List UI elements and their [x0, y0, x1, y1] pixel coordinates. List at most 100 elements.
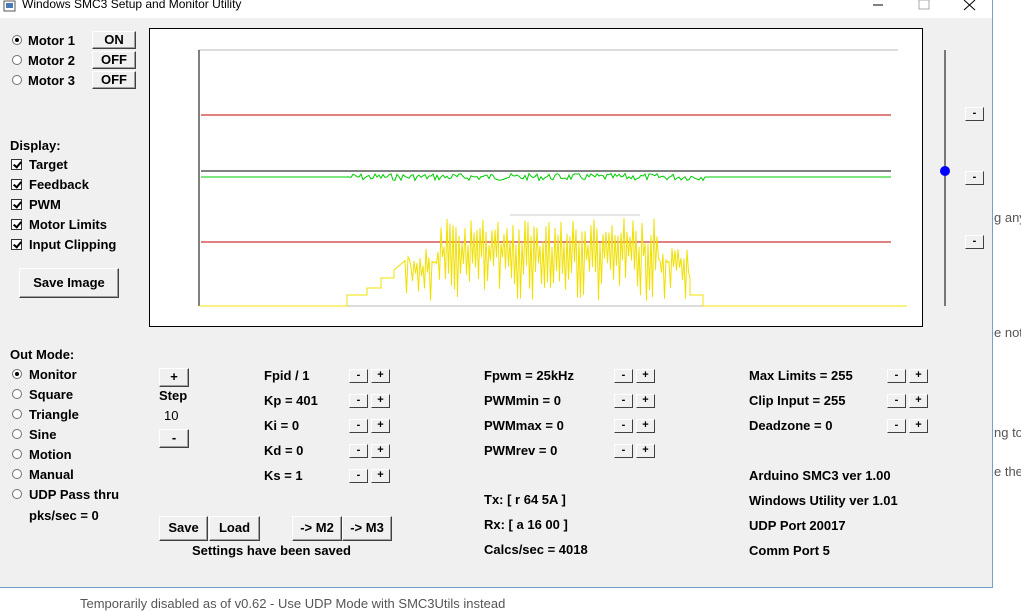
- close-icon[interactable]: [963, 0, 976, 11]
- motor-state-button[interactable]: ON: [92, 31, 136, 49]
- param-label: Fpid / 1: [264, 368, 310, 383]
- out-mode-radio[interactable]: [12, 489, 22, 499]
- info-text: Comm Port 5: [749, 543, 830, 558]
- param-adjust-button[interactable]: +: [909, 394, 928, 408]
- slider-button[interactable]: -: [965, 235, 984, 249]
- out-mode-heading: Out Mode:: [10, 347, 75, 362]
- param-adjust-button[interactable]: +: [636, 394, 655, 408]
- param-adjust-button[interactable]: +: [371, 469, 390, 483]
- background-text: e the: [994, 464, 1021, 479]
- display-label: Input Clipping: [29, 237, 117, 252]
- param-adjust-button[interactable]: -: [614, 369, 633, 383]
- out-mode-radio[interactable]: [12, 369, 22, 379]
- pwm-trace: [199, 217, 907, 307]
- status-text: Tx: [ r 64 5A ]: [484, 492, 566, 507]
- step-value: 10: [164, 408, 179, 423]
- display-checkbox[interactable]: [11, 219, 22, 230]
- param-adjust-button[interactable]: -: [349, 444, 368, 458]
- info-text: Arduino SMC3 ver 1.00: [749, 468, 891, 483]
- action-button[interactable]: Load: [209, 516, 260, 541]
- out-mode-label: Triangle: [29, 407, 79, 422]
- status-message: Settings have been saved: [192, 543, 351, 558]
- save-image-button[interactable]: Save Image: [19, 268, 119, 298]
- param-label: Deadzone = 0: [749, 418, 833, 433]
- action-button[interactable]: -> M2: [292, 516, 342, 541]
- motor-label: Motor 2: [28, 53, 75, 68]
- status-text: Calcs/sec = 4018: [484, 542, 588, 557]
- status-text: Rx: [ a 16 00 ]: [484, 517, 568, 532]
- param-label: Ks = 1: [264, 468, 303, 483]
- slider-thumb[interactable]: [940, 166, 950, 176]
- out-mode-label: Motion: [29, 447, 72, 462]
- param-adjust-button[interactable]: +: [909, 369, 928, 383]
- motor-state-button[interactable]: OFF: [92, 71, 136, 89]
- param-label: Ki = 0: [264, 418, 300, 433]
- param-adjust-button[interactable]: -: [887, 419, 906, 433]
- param-label: PWMrev = 0: [484, 443, 558, 458]
- display-label: Motor Limits: [29, 217, 107, 232]
- out-mode-radio[interactable]: [12, 469, 22, 479]
- slider-button[interactable]: -: [965, 107, 984, 121]
- out-mode-label: Sine: [29, 427, 57, 442]
- background-text: ng to: [994, 425, 1021, 440]
- out-mode-label: Monitor: [29, 367, 77, 382]
- param-label: Fpwm = 25kHz: [484, 368, 574, 383]
- param-adjust-button[interactable]: +: [371, 394, 390, 408]
- param-adjust-button[interactable]: -: [349, 369, 368, 383]
- motor-radio[interactable]: [12, 75, 22, 85]
- param-adjust-button[interactable]: -: [887, 369, 906, 383]
- monitor-plot: [149, 28, 923, 327]
- background-footer: Temporarily disabled as of v0.62 - Use U…: [80, 596, 506, 611]
- param-adjust-button[interactable]: +: [636, 369, 655, 383]
- display-checkbox[interactable]: [11, 199, 22, 210]
- action-button[interactable]: -> M3: [342, 516, 392, 541]
- background-text: e not: [994, 325, 1021, 340]
- param-adjust-button[interactable]: +: [371, 419, 390, 433]
- param-label: Max Limits = 255: [749, 368, 853, 383]
- param-adjust-button[interactable]: -: [349, 469, 368, 483]
- param-adjust-button[interactable]: +: [636, 419, 655, 433]
- param-label: PWMmin = 0: [484, 393, 561, 408]
- display-label: PWM: [29, 197, 61, 212]
- param-adjust-button[interactable]: -: [614, 394, 633, 408]
- motor-radio[interactable]: [12, 55, 22, 65]
- maximize-icon: [918, 0, 930, 10]
- title-bar: Windows SMC3 Setup and Monitor Utility: [0, 0, 992, 18]
- title-bar-graphics: [3, 0, 976, 12]
- param-adjust-button[interactable]: -: [349, 394, 368, 408]
- out-mode-radio[interactable]: [12, 449, 22, 459]
- param-adjust-button[interactable]: +: [636, 444, 655, 458]
- display-label: Feedback: [29, 177, 89, 192]
- motor-label: Motor 3: [28, 73, 75, 88]
- param-adjust-button[interactable]: +: [371, 369, 390, 383]
- param-adjust-button[interactable]: -: [614, 444, 633, 458]
- out-mode-radio[interactable]: [12, 429, 22, 439]
- action-button[interactable]: Save: [159, 516, 208, 541]
- motor-radio[interactable]: [12, 35, 22, 45]
- background-text: g any: [994, 210, 1021, 225]
- out-mode-radio[interactable]: [12, 389, 22, 399]
- display-checkbox[interactable]: [11, 159, 22, 170]
- display-checkbox[interactable]: [11, 239, 22, 250]
- step-minus-button[interactable]: -: [159, 429, 189, 448]
- param-adjust-button[interactable]: -: [614, 419, 633, 433]
- display-checkbox[interactable]: [11, 179, 22, 190]
- param-adjust-button[interactable]: -: [349, 419, 368, 433]
- feedback-trace: [201, 172, 891, 182]
- param-adjust-button[interactable]: -: [887, 394, 906, 408]
- app-icon-inner: [6, 3, 13, 8]
- info-text: UDP Port 20017: [749, 518, 846, 533]
- out-mode-label: Square: [29, 387, 74, 402]
- packet-rate: pks/sec = 0: [29, 508, 99, 523]
- window-title: Windows SMC3 Setup and Monitor Utility: [22, 0, 242, 11]
- param-adjust-button[interactable]: +: [371, 444, 390, 458]
- out-mode-radio[interactable]: [12, 409, 22, 419]
- display-heading: Display:: [10, 138, 61, 153]
- step-label: Step: [159, 388, 188, 403]
- motor-state-button[interactable]: OFF: [92, 51, 136, 69]
- param-adjust-button[interactable]: +: [909, 419, 928, 433]
- slider[interactable]: [930, 40, 980, 320]
- slider-button[interactable]: -: [965, 171, 984, 185]
- step-plus-button[interactable]: +: [159, 368, 189, 387]
